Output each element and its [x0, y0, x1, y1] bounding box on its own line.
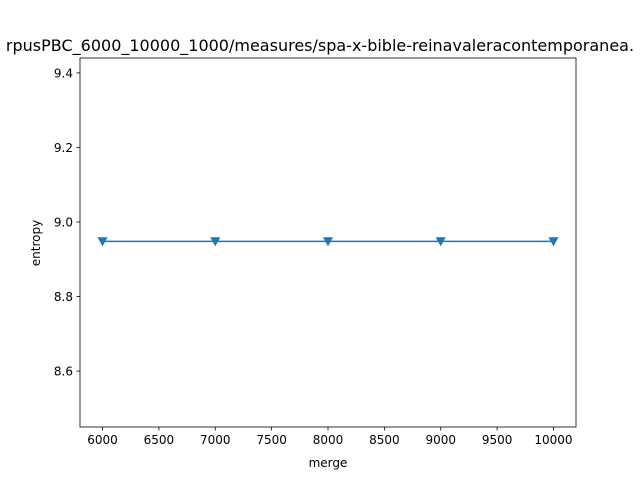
- y-tick-label: 8.8: [54, 290, 73, 304]
- data-point-marker: [210, 237, 221, 247]
- plot-area: [97, 237, 559, 247]
- x-tick-label: 7000: [200, 433, 231, 447]
- x-tick-label: 8500: [369, 433, 400, 447]
- y-axis-label: entropy: [29, 220, 43, 266]
- y-tick-label: 9.4: [54, 66, 73, 80]
- data-point-marker: [97, 237, 108, 247]
- x-tick-label: 9000: [425, 433, 456, 447]
- axes: 6000 6500 7000 7500 8000 8500 9000 9500 10000 8.6…: [54, 57, 577, 447]
- x-tick-label: 6500: [144, 433, 175, 447]
- data-point-marker: [435, 237, 446, 247]
- data-point-marker: [322, 237, 334, 247]
- chart-title: rpusPBC_6000_10000_1000/measures/spa-x-b…: [6, 36, 634, 56]
- x-axis-label: merge: [309, 456, 348, 470]
- y-tick-label: 9.2: [54, 141, 73, 155]
- x-tick-label: 10000: [534, 433, 572, 447]
- data-point-marker: [548, 237, 559, 247]
- x-tick-label: 7500: [256, 433, 287, 447]
- x-tick-label: 6000: [87, 433, 118, 447]
- y-tick-label: 8.6: [54, 365, 73, 379]
- x-tick-label: 9500: [482, 433, 513, 447]
- y-tick-label: 9.0: [54, 216, 73, 230]
- x-tick-label: 8000: [313, 433, 344, 447]
